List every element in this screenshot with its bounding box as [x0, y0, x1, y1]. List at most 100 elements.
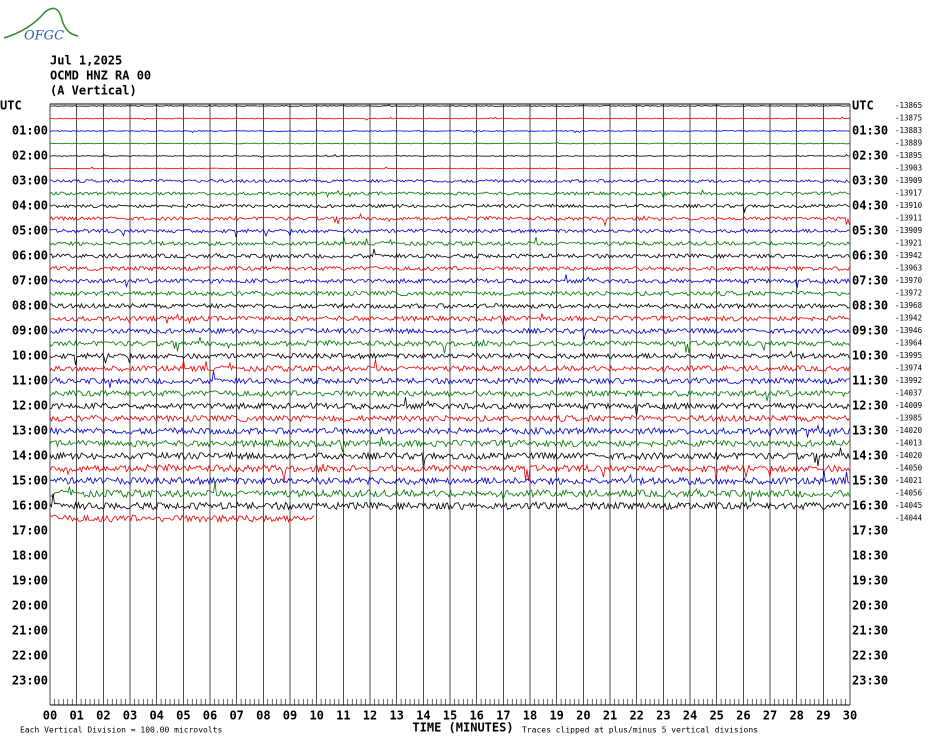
row-count: -13875: [895, 114, 922, 123]
trace: [49, 423, 850, 438]
half-hour-label: 15:30: [852, 474, 888, 488]
row-count: -13995: [895, 351, 922, 360]
row-count: -14050: [895, 464, 923, 473]
x-tick-label: 04: [149, 709, 163, 723]
row-count: -13972: [895, 289, 922, 298]
half-hour-label: 19:30: [852, 574, 888, 588]
x-tick-label: 10: [309, 709, 323, 723]
row-count: -13963: [895, 264, 922, 273]
half-hour-label: 12:30: [852, 399, 888, 413]
half-hour-label: 22:30: [852, 649, 888, 663]
x-tick-label: 17: [496, 709, 510, 723]
half-hour-label: 18:30: [852, 549, 888, 563]
x-tick-label: 27: [763, 709, 777, 723]
trace: [49, 359, 850, 375]
trace: [49, 212, 850, 227]
half-hour-label: 05:30: [852, 224, 888, 238]
x-tick-label: 15: [443, 709, 457, 723]
trace: [49, 203, 850, 214]
x-tick-label: 28: [789, 709, 803, 723]
trace: [49, 470, 850, 486]
trace: [49, 313, 850, 326]
row-count: -14037: [895, 389, 922, 398]
row-count: -13921: [895, 239, 922, 248]
hour-label: 13:00: [12, 424, 48, 438]
hour-label: 11:00: [12, 374, 48, 388]
x-tick-label: 02: [96, 709, 110, 723]
trace: [49, 178, 850, 184]
trace: [49, 493, 850, 511]
row-count: -13865: [895, 101, 922, 110]
half-hour-label: 14:30: [852, 449, 888, 463]
trace: [49, 389, 850, 401]
trace: [49, 166, 850, 170]
hour-label: 01:00: [12, 124, 48, 138]
row-count: -14021: [895, 476, 922, 485]
half-hour-label: 02:30: [852, 149, 888, 163]
date: Jul 1,2025: [50, 54, 122, 68]
half-hour-label: 23:30: [852, 674, 888, 688]
trace: [49, 302, 850, 310]
hour-label: 12:00: [12, 399, 48, 413]
hour-label: 05:00: [12, 224, 48, 238]
half-hour-label: 11:30: [852, 374, 888, 388]
hour-label: UTC: [0, 99, 22, 113]
trace: [49, 327, 850, 340]
row-count: -13968: [895, 301, 923, 310]
half-hour-label: UTC: [852, 99, 874, 113]
trace: [49, 414, 850, 423]
station: OCMD HNZ RA 00: [50, 69, 151, 83]
row-count: -13985: [895, 414, 922, 423]
row-count: -14020: [895, 451, 923, 460]
x-tick-label: 07: [229, 709, 243, 723]
row-count: -14044: [895, 514, 923, 523]
x-tick-label: 01: [69, 709, 83, 723]
x-tick-label: 29: [816, 709, 830, 723]
x-tick-label: 19: [549, 709, 563, 723]
half-hour-label: 04:30: [852, 199, 888, 213]
hour-label: 21:00: [12, 624, 48, 638]
scale-note: Each Vertical Division = 100.00 microvol…: [20, 726, 222, 735]
row-count: -13917: [895, 189, 922, 198]
trace: [49, 481, 850, 503]
trace: [49, 463, 850, 482]
x-tick-label: 14: [416, 709, 430, 723]
x-tick-label: 18: [523, 709, 537, 723]
clip-note: Traces clipped at plus/minus 5 vertical …: [522, 726, 758, 735]
row-count: -13942: [895, 251, 922, 260]
trace: [49, 274, 850, 289]
x-tick-label: 00: [43, 709, 57, 723]
hour-label: 07:00: [12, 274, 48, 288]
hour-label: 18:00: [12, 549, 48, 563]
trace: [49, 350, 850, 366]
row-count: -14045: [895, 501, 922, 510]
trace: [50, 104, 850, 108]
trace: [49, 228, 850, 238]
row-count: -13992: [895, 376, 922, 385]
half-hour-label: 03:30: [852, 174, 888, 188]
half-hour-label: 20:30: [852, 599, 888, 613]
row-count: -13909: [895, 176, 922, 185]
trace: [49, 436, 850, 453]
hour-label: 08:00: [12, 299, 48, 313]
half-hour-label: 01:30: [852, 124, 888, 138]
x-tick-label: 26: [736, 709, 750, 723]
half-hour-label: 17:30: [852, 524, 888, 538]
x-tick-label: 25: [709, 709, 723, 723]
x-tick-label: 23: [656, 709, 670, 723]
row-count: -13946: [895, 326, 923, 335]
trace: [49, 189, 850, 199]
trace: [49, 153, 850, 158]
trace: [49, 265, 850, 272]
row-count: -14020: [895, 426, 923, 435]
half-hour-label: 06:30: [852, 249, 888, 263]
hour-label: 03:00: [12, 174, 48, 188]
trace: [50, 130, 850, 134]
row-count: -13883: [895, 126, 922, 135]
trace: [49, 290, 850, 297]
row-count: -14056: [895, 489, 923, 498]
logo-curve: [3, 7, 79, 39]
hour-label: 09:00: [12, 324, 48, 338]
hour-label: 19:00: [12, 574, 48, 588]
